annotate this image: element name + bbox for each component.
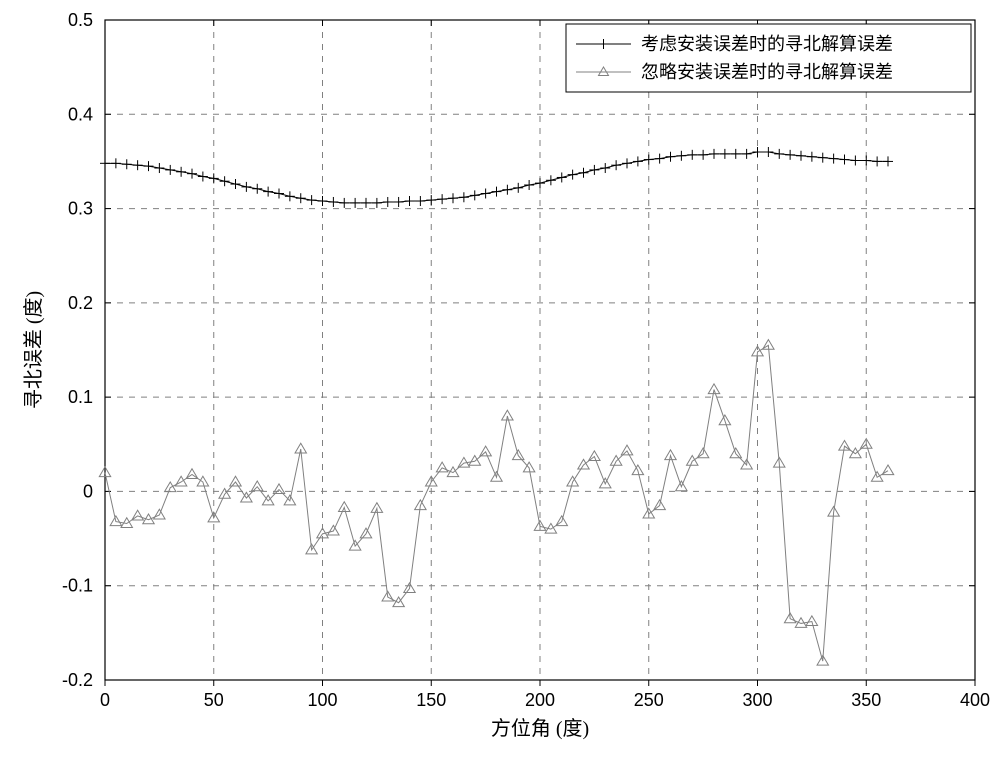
legend-label: 忽略安装误差时的寻北解算误差 — [641, 62, 893, 82]
y-tick-label: -0.1 — [62, 576, 93, 596]
x-tick-label: 350 — [851, 690, 881, 710]
y-tick-label: 0.3 — [68, 199, 93, 219]
y-tick-label: 0.1 — [68, 387, 93, 407]
y-tick-label: 0 — [83, 481, 93, 501]
chart-container: 0 50 100 150 200 250 300 350 400 -0.2 -0.1 0 0.1 0.2 0… — [0, 0, 1000, 759]
x-tick-label: 200 — [525, 690, 555, 710]
legend: 考虑安装误差时的寻北解算误差忽略安装误差时的寻北解算误差 — [566, 24, 971, 92]
y-tick-label: 0.4 — [68, 104, 93, 124]
x-tick-label: 400 — [960, 690, 990, 710]
legend-label: 考虑安装误差时的寻北解算误差 — [641, 34, 893, 54]
y-tick-label: -0.2 — [62, 670, 93, 690]
chart-svg: 0 50 100 150 200 250 300 350 400 -0.2 -0.1 0 0.1 0.2 0… — [0, 0, 1000, 759]
x-tick-label: 50 — [204, 690, 224, 710]
y-axis-label: 寻北误差 (度) — [22, 291, 45, 409]
x-tick-label: 300 — [742, 690, 772, 710]
y-tick-label: 0.2 — [68, 293, 93, 313]
x-tick-label: 150 — [416, 690, 446, 710]
y-tick-label: 0.5 — [68, 10, 93, 30]
x-tick-label: 100 — [307, 690, 337, 710]
x-tick-label: 250 — [634, 690, 664, 710]
x-axis-label: 方位角 (度) — [491, 717, 589, 740]
x-tick-label: 0 — [100, 690, 110, 710]
